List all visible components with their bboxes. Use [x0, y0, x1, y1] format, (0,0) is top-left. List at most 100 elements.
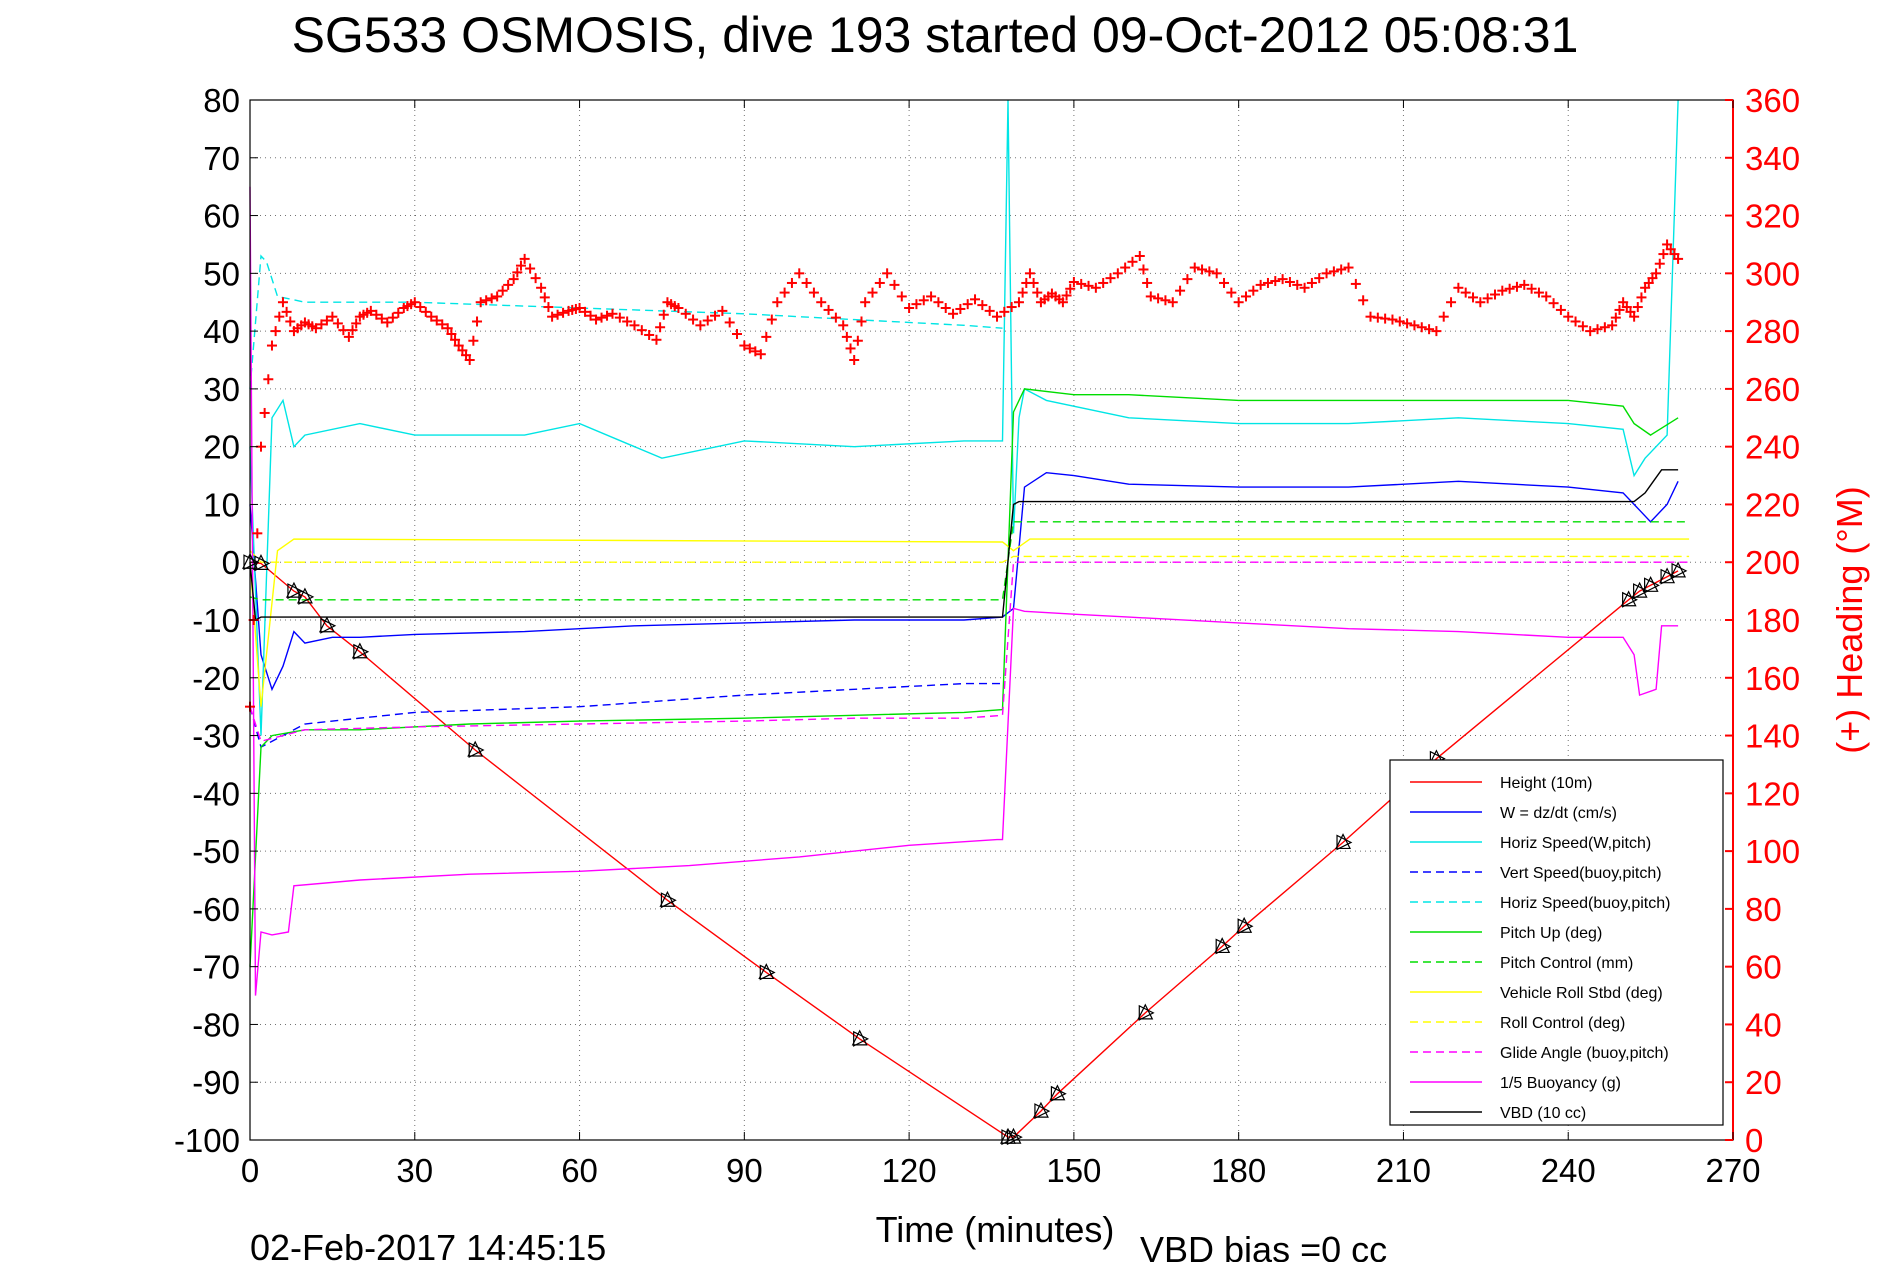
chart-title: SG533 OSMOSIS, dive 193 started 09-Oct-2…	[292, 7, 1579, 63]
heading-point	[622, 316, 633, 327]
y-tick-label-right: 320	[1745, 198, 1800, 235]
heading-point	[1160, 295, 1171, 306]
heading-point	[442, 323, 453, 334]
heading-point	[316, 319, 327, 330]
heading-point	[867, 287, 878, 298]
y-tick-label-left: 80	[203, 82, 240, 119]
heading-point	[849, 355, 860, 365]
y-tick-label-right: 200	[1745, 544, 1800, 581]
heading-point	[1577, 321, 1588, 332]
heading-point	[1424, 324, 1435, 335]
x-tick-label: 180	[1211, 1152, 1266, 1189]
heading-point	[468, 335, 479, 346]
heading-point	[896, 291, 907, 302]
legend-entry: Glide Angle (buoy,pitch)	[1410, 1045, 1669, 1062]
heading-point	[1387, 314, 1398, 325]
heading-point	[343, 331, 354, 342]
y-tick-label-left: 20	[203, 429, 240, 466]
heading-point	[1314, 273, 1325, 284]
heading-point	[1402, 318, 1413, 329]
heading-point	[1277, 274, 1288, 285]
heading-point	[602, 310, 613, 321]
heading-point	[999, 306, 1010, 317]
heading-point	[415, 302, 426, 313]
y-tick-label-left: -20	[192, 660, 240, 697]
heading-point	[1032, 287, 1043, 298]
heading-point	[655, 322, 666, 333]
heading-point	[744, 343, 755, 354]
series-line-9	[249, 561, 1690, 743]
heading-point	[472, 316, 483, 327]
heading-point	[277, 297, 288, 308]
y-tick-label-left: -100	[174, 1122, 240, 1159]
heading-point	[450, 334, 461, 345]
legend-label: Vert Speed(buoy,pitch)	[1500, 865, 1662, 882]
heading-point	[717, 305, 728, 316]
series-line-10	[249, 186, 1679, 996]
height-marker	[1642, 575, 1660, 594]
y-tick-label-right: 180	[1745, 602, 1800, 639]
heading-point	[512, 267, 523, 278]
heading-point	[409, 297, 420, 308]
series-line-6	[249, 521, 1690, 601]
heading-point	[321, 315, 332, 326]
heading-point	[558, 307, 569, 318]
heading-point	[508, 274, 519, 285]
heading-point	[1211, 268, 1222, 279]
series-line-0	[249, 561, 1679, 1138]
y-tick-label-right: 140	[1745, 718, 1800, 755]
heading-point	[1321, 268, 1332, 279]
heading-point	[1306, 277, 1317, 288]
legend-entry: 1/5 Buoyancy (g)	[1410, 1075, 1621, 1092]
legend-entry: Horiz Speed(W,pitch)	[1410, 835, 1651, 852]
x-tick-label: 120	[882, 1152, 937, 1189]
heading-point	[1651, 268, 1662, 279]
height-marker	[1032, 1101, 1051, 1120]
heading-point	[580, 306, 591, 317]
heading-point	[816, 297, 827, 308]
y-tick-label-right: 60	[1745, 949, 1782, 986]
height-marker	[1659, 567, 1677, 585]
legend-entry: W = dz/dt (cm/s)	[1410, 805, 1617, 822]
heading-point	[955, 303, 966, 314]
legend-entry: Roll Control (deg)	[1410, 1015, 1625, 1032]
x-tick-label: 270	[1705, 1152, 1760, 1189]
heading-point	[263, 374, 274, 385]
y-tick-label-right: 360	[1745, 82, 1800, 119]
heading-point	[387, 312, 398, 323]
heading-point	[1607, 320, 1618, 331]
heading-point	[1017, 287, 1028, 298]
heading-point	[259, 407, 270, 418]
heading-point	[1167, 297, 1178, 308]
legend-entry: Vert Speed(buoy,pitch)	[1410, 865, 1662, 882]
heading-point	[1006, 302, 1017, 313]
heading-point	[948, 308, 959, 319]
heading-point	[1585, 326, 1596, 337]
heading-point	[1090, 282, 1101, 293]
series-line-8	[249, 550, 1690, 563]
heading-point	[446, 329, 457, 339]
heading-point	[382, 317, 393, 328]
heading-point	[1570, 316, 1581, 327]
heading-point	[904, 303, 915, 313]
heading-point	[1299, 282, 1310, 293]
legend-label: Pitch Control (mm)	[1500, 955, 1633, 972]
heading-point	[351, 318, 362, 329]
x-tick-label: 210	[1376, 1152, 1431, 1189]
heading-point	[525, 263, 536, 274]
x-tick-label: 90	[726, 1152, 763, 1189]
heading-point	[1468, 292, 1479, 303]
heading-point	[651, 334, 662, 345]
heading-point	[393, 307, 404, 318]
heading-point	[1248, 285, 1259, 296]
legend-label: Horiz Speed(W,pitch)	[1500, 835, 1651, 852]
heading-point	[1629, 311, 1640, 322]
heading-point	[574, 303, 585, 313]
heading-point	[644, 329, 655, 340]
heading-point	[918, 295, 929, 306]
legend-entry: Height (10m)	[1410, 775, 1592, 792]
heading-point	[772, 297, 783, 308]
heading-point	[585, 310, 596, 321]
heading-point	[1555, 304, 1566, 315]
y-tick-label-left: -60	[192, 891, 240, 928]
